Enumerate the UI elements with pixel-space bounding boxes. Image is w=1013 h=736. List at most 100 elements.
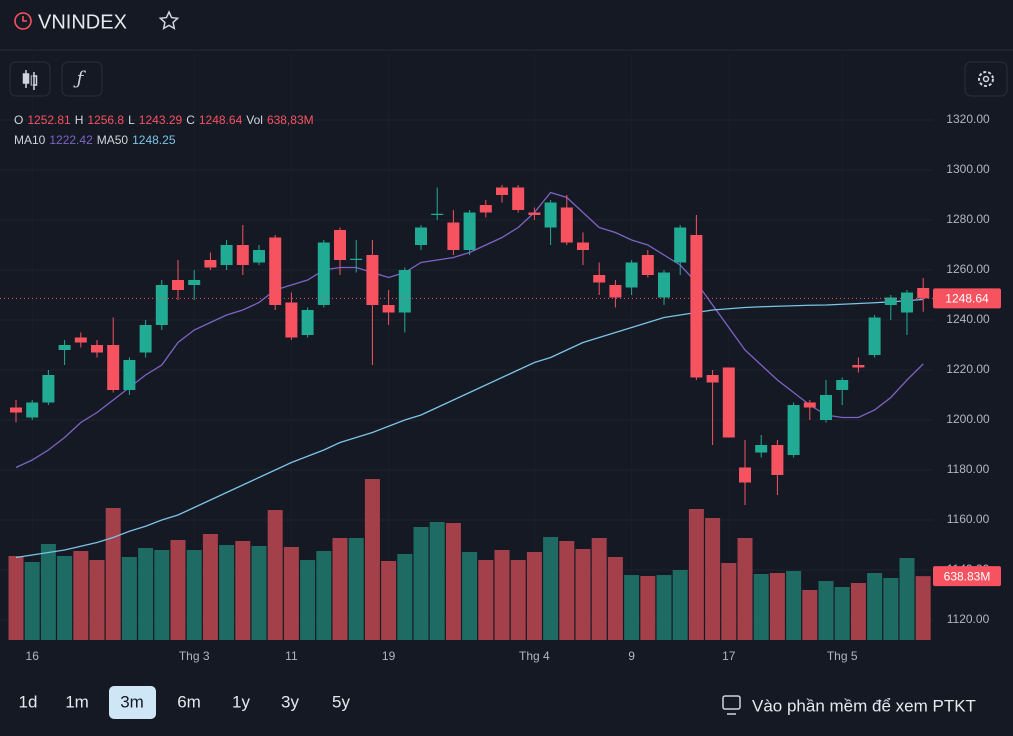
volume-bar [640, 576, 656, 640]
volume-bar [915, 576, 931, 640]
y-tick-label: 1220.00 [946, 362, 990, 376]
y-tick-label: 1300.00 [946, 162, 990, 176]
candle-body [479, 205, 492, 213]
candle-body [350, 258, 363, 260]
range-button[interactable]: 1d [19, 692, 38, 711]
volume-bar [850, 583, 866, 640]
last-price-label: 1248.64 [945, 292, 989, 306]
candle-body [560, 207, 573, 243]
volume-bar [867, 573, 883, 640]
candle-body [820, 395, 832, 420]
indicator-button[interactable] [61, 61, 103, 97]
candle-body [512, 187, 525, 210]
range-button[interactable]: 1y [232, 692, 250, 711]
settings-button[interactable] [964, 61, 1008, 97]
volume-bar [332, 538, 348, 640]
volume-bar [899, 558, 915, 640]
volume-bar [89, 560, 105, 640]
ma-line [15, 298, 924, 559]
favorite-star[interactable] [158, 10, 180, 30]
candle-body [382, 305, 395, 313]
range-button[interactable]: 5y [332, 692, 350, 711]
candle-body [58, 345, 71, 350]
legend-key: Vol [246, 113, 263, 127]
candle-body [577, 242, 589, 250]
clock-icon [14, 12, 32, 30]
y-tick-label: 1120.00 [947, 612, 990, 626]
volume-bar [672, 570, 688, 640]
candle-body [269, 237, 282, 305]
y-tick-label: 1160.00 [947, 512, 990, 526]
candle-body [641, 255, 654, 275]
legend-key: C [186, 113, 195, 127]
volume-bar [105, 508, 121, 640]
legend-key: MA10 [14, 133, 46, 147]
candle-body [334, 230, 346, 260]
x-tick-label: 9 [628, 649, 635, 663]
volume-bar [559, 541, 575, 640]
volume-bar [348, 538, 364, 640]
volume-bar [510, 560, 526, 640]
candle-body [609, 285, 622, 298]
candle-body [658, 272, 670, 298]
y-tick-label: 1280.00 [946, 212, 990, 226]
x-tick-label: 16 [26, 649, 40, 663]
volume-bar [445, 523, 461, 640]
candle-body [771, 445, 784, 475]
candle-body [528, 212, 541, 215]
volume-bar [202, 534, 218, 640]
x-tick-label: Thg 3 [179, 649, 210, 663]
candle-body [42, 375, 55, 403]
last-volume-box [933, 566, 1001, 587]
range-button[interactable]: 3m [120, 692, 144, 711]
last-price-box [933, 288, 1001, 309]
legend-key: H [75, 113, 84, 127]
candle-body [544, 202, 557, 228]
candle-body [431, 213, 444, 215]
candle-body [204, 260, 217, 268]
volume-bar [607, 557, 623, 640]
fx-icon: ƒ [73, 68, 87, 89]
volume-bar [397, 554, 413, 640]
volume-bar [267, 510, 283, 640]
range-button[interactable]: 1m [65, 692, 89, 711]
y-tick-label: 1260.00 [946, 262, 990, 276]
footer-link[interactable]: Vào phần mềm để xem PTKT [752, 696, 976, 715]
volume-bar [834, 587, 850, 640]
legend-key: O [14, 113, 23, 127]
legend-value: 1256.8 [87, 113, 124, 127]
volume-bar [413, 527, 429, 640]
candle-body [220, 245, 233, 265]
volume-bar [8, 556, 24, 640]
chart-type-button[interactable] [9, 61, 51, 97]
range-button[interactable]: 3y [281, 692, 299, 711]
x-tick-label: 11 [285, 649, 298, 663]
volume-bar [624, 575, 640, 640]
candle-body [803, 402, 816, 408]
candle-body [463, 212, 476, 250]
volume-bar [121, 557, 137, 640]
candle-body [317, 242, 330, 305]
x-tick-label: Thg 4 [519, 649, 550, 663]
candle-body [706, 375, 719, 383]
volume-bar [591, 538, 607, 640]
volume-bar [381, 561, 397, 640]
candle-body [236, 245, 249, 265]
volume-bar [24, 562, 40, 640]
candle-body [787, 405, 800, 455]
candle-body [674, 227, 687, 263]
volume-bar [170, 540, 186, 640]
volume-bar [57, 556, 73, 640]
volume-bar [737, 538, 753, 640]
range-button[interactable]: 6m [177, 692, 201, 711]
candle-body [901, 292, 913, 313]
volume-bar [478, 560, 494, 640]
candle-body [739, 467, 751, 483]
candle-body [496, 187, 508, 195]
candle-body [836, 380, 849, 390]
volume-bar [769, 573, 785, 640]
volume-bar [786, 571, 802, 640]
volume-bar [721, 563, 737, 640]
volume-bar [883, 578, 899, 640]
